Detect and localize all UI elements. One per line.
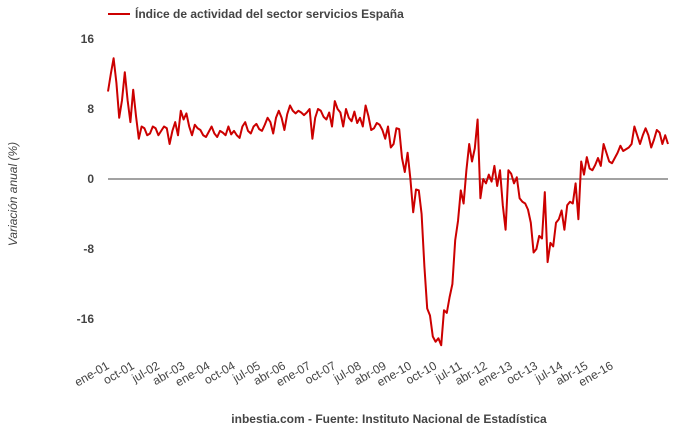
y-tick-label: 8 <box>87 102 94 116</box>
source-caption: inbestia.com - Fuente: Instituto Naciona… <box>231 412 547 426</box>
y-tick-label: -8 <box>83 242 94 256</box>
y-axis-label: Variación anual (%) <box>6 142 20 246</box>
y-tick-label: -16 <box>77 312 95 326</box>
y-tick-label: 0 <box>87 172 94 186</box>
y-axis-ticks: 16 8 0 -8 -16 <box>77 32 95 326</box>
legend: Índice de actividad del sector servicios… <box>108 6 404 21</box>
legend-label: Índice de actividad del sector servicios… <box>135 6 404 21</box>
x-axis-ticks: ene-01oct-01jul-02abr-03ene-04oct-04jul-… <box>72 358 616 389</box>
series-line <box>107 57 669 347</box>
y-tick-label: 16 <box>81 32 95 46</box>
